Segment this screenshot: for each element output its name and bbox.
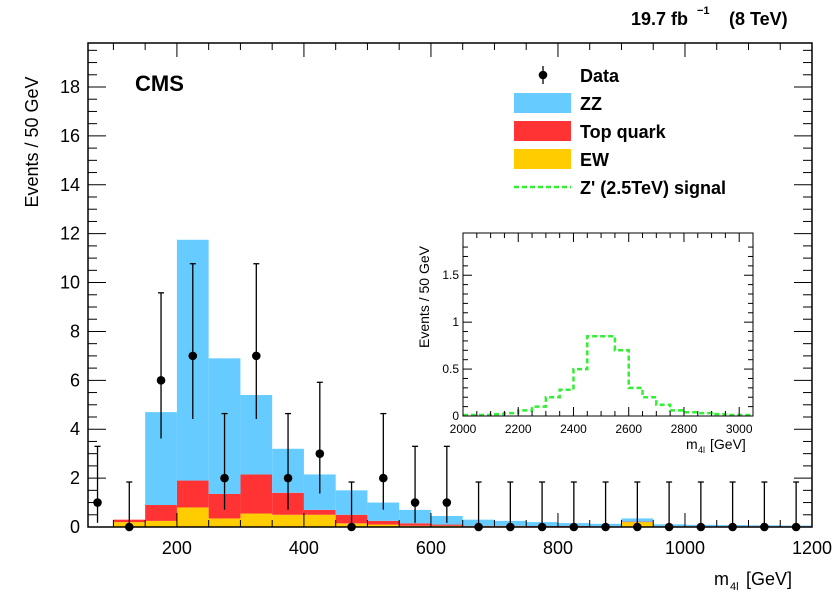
data-point-4	[220, 473, 229, 483]
legend-label-1: ZZ	[580, 94, 602, 114]
x-axis-label-sub: 4l	[730, 581, 739, 593]
inset-y-tick-label: 0	[452, 409, 459, 423]
lumi-exponent: −1	[697, 5, 710, 17]
y-tick-label: 16	[60, 126, 80, 146]
inset-x-tick-label: 2200	[505, 422, 532, 436]
legend-label-0: Data	[580, 66, 620, 86]
inset-background	[463, 233, 753, 416]
energy-label: (8 TeV)	[729, 9, 788, 29]
inset-y-tick-label: 1.5	[442, 268, 459, 282]
bar-top-quark-bin-9	[399, 523, 431, 526]
inset-y-tick-label: 1	[452, 315, 459, 329]
inset-x-tick-label: 3000	[726, 422, 753, 436]
data-point-9	[379, 473, 388, 483]
x-tick-label: 600	[416, 538, 446, 558]
y-tick-label: 18	[60, 77, 80, 97]
data-point-0	[93, 498, 102, 507]
inset-y-tick-label: 0.5	[442, 362, 459, 376]
bar-ew-bin-3	[208, 518, 241, 527]
legend-label-3: EW	[580, 150, 609, 170]
y-tick-label: 4	[70, 419, 80, 439]
x-axis-label-main: m	[714, 569, 729, 589]
y-tick-label: 2	[70, 468, 80, 488]
x-tick-label: 200	[162, 538, 192, 558]
y-tick-label: 0	[70, 517, 80, 537]
inset-x-tick-label: 2800	[671, 422, 698, 436]
legend-swatch-2	[514, 121, 571, 141]
bar-zz-bin-8	[367, 502, 400, 521]
x-axis-label: m 4l [GeV]	[714, 569, 792, 593]
legend: Data ZZ Top quark EW Z' (2.5TeV) signal	[514, 66, 726, 198]
data-point-3	[188, 351, 198, 361]
x-tick-label: 1000	[665, 538, 705, 558]
y-axis-label: Events / 50 GeV	[22, 76, 42, 207]
inset-frame	[462, 232, 754, 417]
bar-ew-bin-4	[240, 513, 273, 527]
legend-data-marker	[538, 70, 548, 80]
data-point-7	[315, 449, 325, 458]
inset-x-axis-label: m 4l [GeV]	[686, 436, 746, 455]
inset-x-tick-label: 2000	[450, 422, 477, 436]
main-plot-frame	[87, 42, 813, 528]
inset-x-axis-label-unit: [GeV]	[710, 436, 746, 452]
experiment-label: CMS	[135, 71, 184, 96]
bar-top-quark-bin-1	[145, 505, 177, 521]
y-tick-label: 10	[60, 273, 80, 293]
bar-ew-bin-6	[303, 514, 336, 527]
legend-label-4: Z' (2.5TeV) signal	[580, 178, 726, 198]
x-tick-label: 1200	[792, 538, 832, 558]
bar-ew-bin-5	[272, 514, 304, 527]
inset-x-axis-label-sub: 4l	[698, 445, 705, 455]
lumi-value: 19.7 fb	[631, 9, 688, 29]
x-tick-label: 800	[543, 538, 573, 558]
data-point-2	[156, 376, 166, 385]
y-tick-label: 14	[60, 175, 80, 195]
x-axis-label-unit: [GeV]	[746, 569, 792, 589]
luminosity-text: 19.7 fb −1 (8 TeV)	[631, 5, 788, 29]
bar-top-quark-bin-2	[176, 480, 209, 508]
bar-ew-bin-2	[176, 507, 209, 527]
bar-top-quark-bin-10	[430, 524, 463, 526]
y-tick-label: 8	[70, 321, 80, 341]
legend-label-2: Top quark	[580, 122, 667, 142]
legend-swatch-3	[514, 149, 571, 169]
data-point-5	[251, 351, 261, 361]
data-point-6	[283, 473, 293, 483]
legend-swatch-1	[514, 93, 571, 113]
bar-top-quark-bin-4	[240, 474, 273, 514]
inset-x-tick-label: 2600	[615, 422, 642, 436]
data-points	[93, 263, 801, 532]
y-tick-label: 6	[70, 370, 80, 390]
bar-top-quark-bin-8	[367, 520, 400, 525]
x-tick-label: 400	[289, 538, 319, 558]
data-point-11	[442, 498, 452, 507]
y-tick-label: 12	[60, 224, 80, 244]
inset-x-axis-label-main: m	[686, 436, 698, 452]
bar-top-quark-bin-6	[303, 509, 336, 515]
bar-ew-bin-1	[145, 520, 177, 527]
data-point-10	[410, 498, 420, 507]
inset-x-tick-label: 2400	[560, 422, 587, 436]
inset-y-axis-label: Events / 50 GeV	[416, 245, 432, 348]
inset-axis-ticks: 2000 2200 2400 2600 2800 3000 0 0.5 1 1.5	[442, 233, 754, 436]
bar-ew-bin-8	[367, 524, 400, 527]
